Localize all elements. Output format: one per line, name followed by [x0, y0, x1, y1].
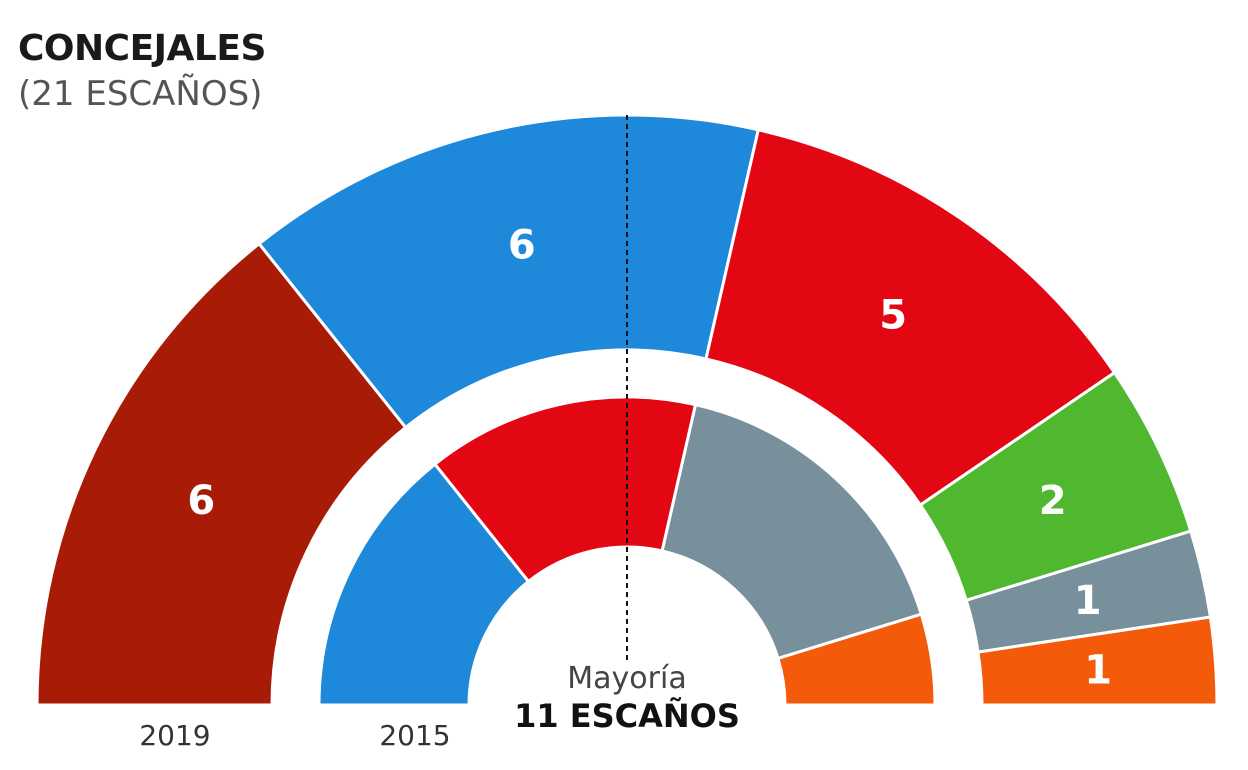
- seat-segment-2019-6: [976, 615, 1219, 707]
- chart-title: CONCEJALES: [18, 28, 266, 69]
- seat-label-2019-5: 1: [1074, 578, 1102, 624]
- majority-label: Mayoría: [567, 661, 686, 696]
- seat-label-2019-1: 6: [187, 478, 215, 524]
- seat-segment-2019-3: [704, 127, 1117, 508]
- seat-segment-2015-2: [317, 462, 531, 707]
- chart-subtitle: (21 ESCAÑOS): [18, 74, 263, 114]
- seat-label-2019-3: 5: [879, 293, 907, 339]
- ring-2015: [317, 395, 937, 707]
- seat-segment-2019-2: [257, 113, 761, 430]
- seat-label-2019-6: 1: [1084, 648, 1112, 694]
- seat-label-2019-2: 6: [508, 222, 536, 268]
- ring-label-2019: 2019: [139, 719, 210, 752]
- seat-segment-2015-3: [432, 395, 698, 584]
- seat-segment-2015-4: [660, 402, 924, 661]
- ring-label-2015: 2015: [379, 719, 450, 752]
- seat-segment-2015-5: [776, 612, 937, 707]
- seat-segment-2019-1: [35, 241, 408, 707]
- seat-labels: 6 6 5 2 1 1: [187, 222, 1112, 693]
- majority-value: 11 ESCAÑOS: [514, 697, 740, 735]
- seat-label-2019-4: 2: [1039, 478, 1067, 524]
- ring-2019: [35, 113, 1219, 707]
